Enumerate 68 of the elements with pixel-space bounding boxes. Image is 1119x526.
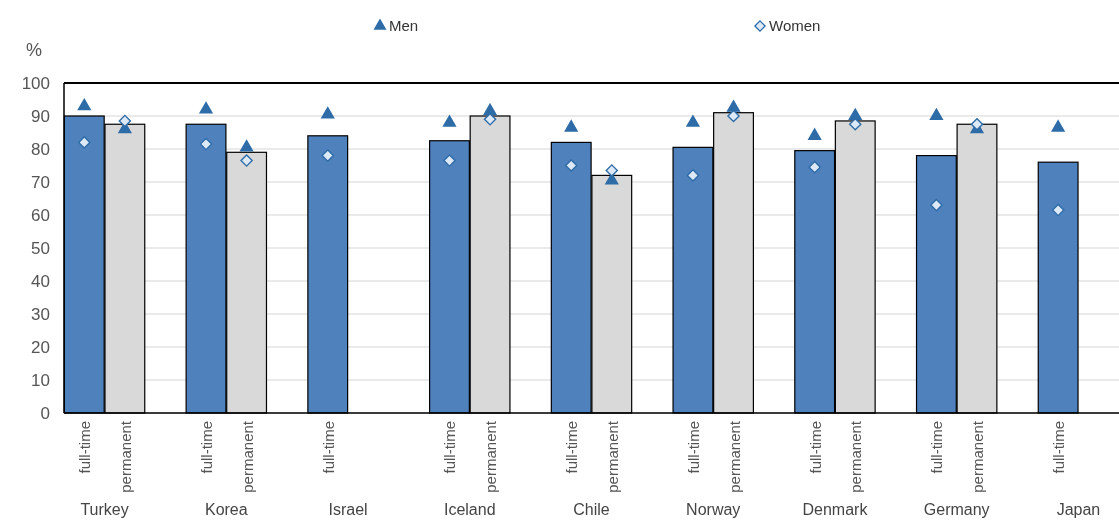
x-tick-label: full-time: [319, 421, 337, 474]
text: Norway: [686, 501, 741, 518]
y-tick-label: 10: [31, 371, 50, 390]
text: Turkey: [80, 501, 129, 518]
y-tick-label: 20: [31, 338, 50, 357]
y-tick-label: 0: [40, 404, 50, 423]
point: [848, 108, 862, 121]
point: [443, 154, 456, 167]
x-tick-label: full-time: [928, 421, 946, 474]
point: [240, 139, 254, 152]
y-tick-label: 50: [31, 239, 50, 258]
text: Iceland: [443, 501, 496, 518]
point: [1051, 203, 1065, 217]
x-tick-label: full-time: [76, 421, 94, 474]
point: [808, 160, 821, 174]
y-tick-label: 60: [31, 206, 50, 225]
x-tick-label: full-time: [563, 421, 581, 474]
y-tick-label: 90: [31, 107, 50, 126]
text: Korea: [204, 501, 248, 518]
x-tick-label: full-time: [198, 421, 216, 474]
x-tick-label: permanent: [603, 420, 621, 493]
y-tick-label: 70: [31, 173, 50, 192]
x-tick-label: permanent: [725, 420, 743, 493]
point: [564, 120, 578, 132]
y-tick-label: 40: [31, 272, 50, 291]
point: [199, 101, 213, 114]
point: [442, 115, 457, 127]
x-tick-label: full-time: [441, 421, 459, 474]
text: Chile: [573, 501, 610, 518]
point: [240, 154, 253, 167]
point: [808, 128, 822, 140]
point: [483, 103, 497, 116]
point: [686, 115, 700, 127]
text: Denmark: [802, 501, 869, 518]
point: [1051, 120, 1065, 132]
point: [199, 137, 213, 151]
point: [686, 169, 700, 182]
point: [77, 98, 91, 111]
legend-label: Men: [389, 17, 419, 34]
point: [727, 109, 740, 123]
text: Israel: [328, 501, 368, 518]
y-axis-title: %: [26, 40, 43, 60]
point: [930, 198, 943, 212]
point: [726, 100, 741, 112]
y-tick-label: 100: [21, 74, 50, 93]
x-tick-label: permanent: [847, 420, 865, 493]
x-tick-label: full-time: [806, 421, 824, 474]
y-tick-label: 80: [31, 140, 50, 159]
point: [483, 113, 497, 126]
x-tick-label: full-time: [684, 421, 702, 474]
point: [321, 106, 335, 119]
point: [321, 149, 335, 162]
x-tick-label: permanent: [238, 420, 256, 493]
point: [78, 136, 91, 149]
point: [970, 117, 984, 131]
point: [929, 108, 943, 121]
point: [605, 164, 619, 177]
x-tick-label: full-time: [1050, 421, 1068, 474]
text: Germany: [923, 501, 990, 518]
x-tick-label: permanent: [482, 420, 500, 493]
y-tick-label: 30: [31, 305, 50, 324]
x-tick-label: permanent: [116, 420, 134, 493]
point: [564, 159, 578, 172]
x-tick-label: permanent: [968, 420, 986, 493]
point: [118, 114, 132, 128]
text: Japan: [1056, 501, 1101, 518]
legend-label: Women: [769, 17, 821, 34]
point: [848, 117, 862, 131]
